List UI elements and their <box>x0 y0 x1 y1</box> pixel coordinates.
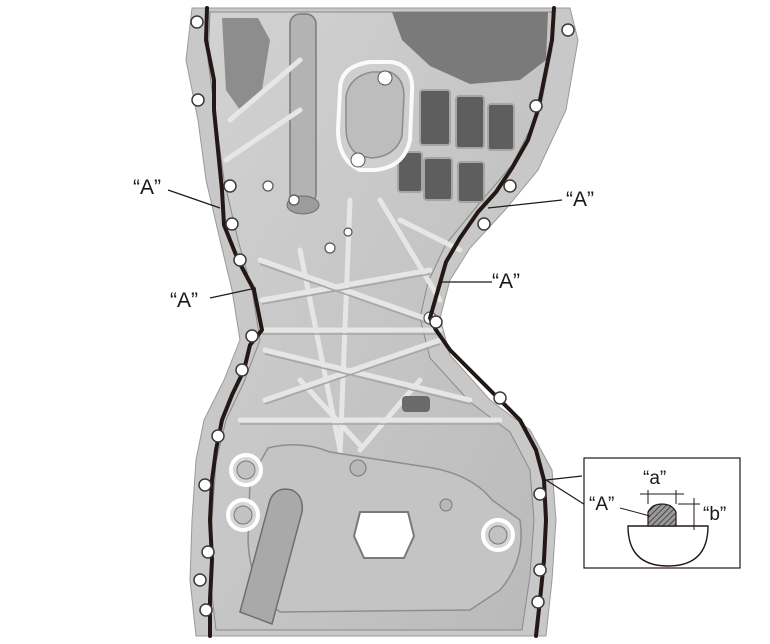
upper-boss <box>335 60 415 172</box>
right-pockets <box>397 89 515 203</box>
detail-label-a-width: “a” <box>643 468 666 489</box>
small-slot <box>402 396 430 412</box>
leader-lines <box>167 189 591 509</box>
callout-a-mid-right: “A” <box>492 270 520 293</box>
dimension-a <box>640 490 684 504</box>
callout-a-mid-left: “A” <box>170 289 198 312</box>
bolt-holes <box>190 15 575 617</box>
bead-leader <box>619 507 651 517</box>
upper-left-cavity <box>222 18 270 110</box>
lattice-ribs-shadow <box>240 263 500 425</box>
detail-inset: “a” “b” “A” <box>583 457 741 569</box>
lattice-ribs <box>223 57 503 458</box>
bead-section <box>647 503 677 527</box>
oil-pump-area <box>226 444 522 625</box>
center-hole <box>352 511 416 559</box>
upper-right-cavity <box>392 12 548 84</box>
detail-label-b-height: “b” <box>703 504 726 525</box>
callout-a-upper-left: “A” <box>133 176 161 199</box>
dimension-b <box>678 498 700 530</box>
detail-label-a-bead: “A” <box>589 494 614 515</box>
flange-profile <box>627 525 709 567</box>
callout-a-upper-right: “A” <box>566 188 594 211</box>
